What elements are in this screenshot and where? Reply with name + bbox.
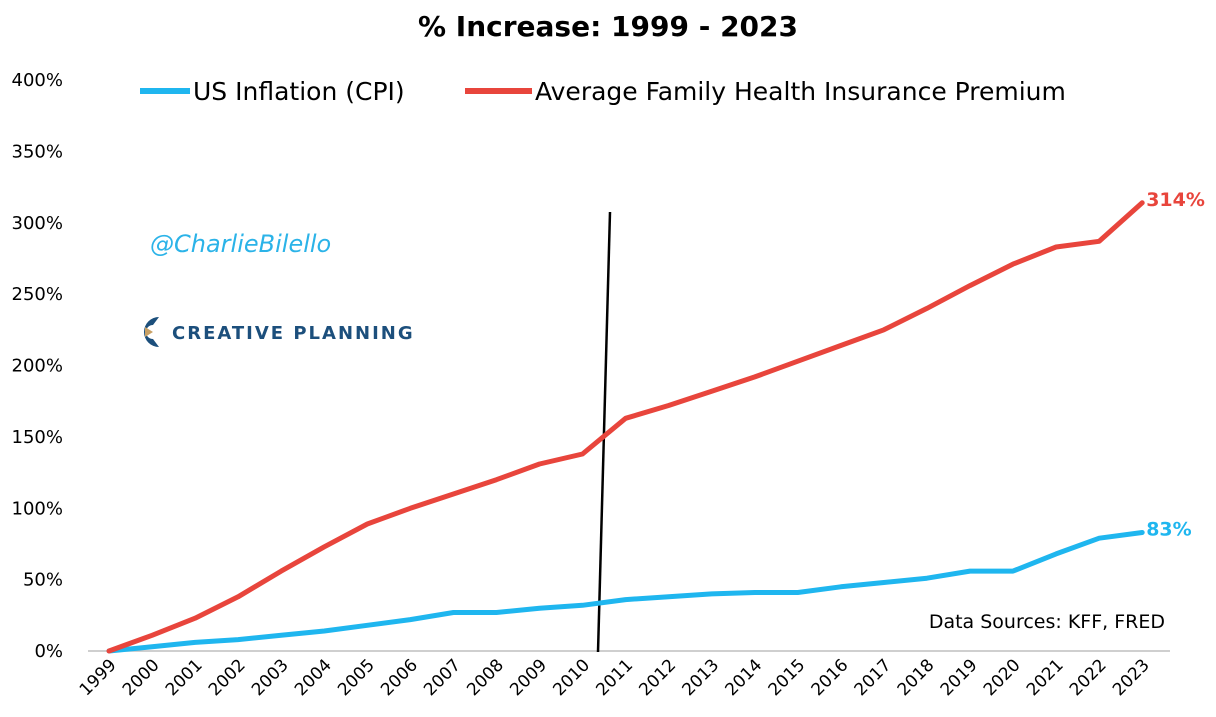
x-tick-label: 2013	[679, 655, 724, 700]
y-tick-label: 100%	[12, 498, 63, 519]
x-tick-label: 2015	[765, 655, 810, 700]
y-tick-label: 400%	[12, 70, 63, 91]
x-tick-label: 2018	[894, 655, 939, 700]
x-tick-label: 2005	[334, 655, 379, 700]
series-line-premium	[106, 200, 1145, 654]
legend-label-cpi: US Inflation (CPI)	[193, 77, 405, 106]
end-label-premium: 314%	[1146, 189, 1205, 211]
series-layer: 83% 314%	[106, 189, 1205, 654]
x-tick-label: 2010	[549, 655, 594, 700]
x-tick-label: 2001	[162, 655, 207, 700]
creative-planning-icon	[144, 317, 159, 347]
x-tick-label: 2007	[420, 655, 465, 700]
x-tick-label: 2003	[248, 655, 293, 700]
x-tick-label: 2017	[851, 655, 896, 700]
creative-planning-logo: CREATIVE PLANNING	[144, 317, 415, 347]
y-tick-label: 300%	[12, 213, 63, 234]
x-tick-label: 2022	[1066, 655, 1111, 700]
x-tick-label: 2008	[463, 655, 508, 700]
data-source-note: Data Sources: KFF, FRED	[929, 611, 1165, 633]
x-tick-label: 2019	[937, 655, 982, 700]
brand-name: CREATIVE PLANNING	[172, 323, 415, 344]
x-tick-label: 2023	[1109, 655, 1154, 700]
y-axis: 0% 50% 100% 150% 200% 250% 300% 350% 400%	[12, 70, 63, 662]
watermark-text: @CharlieBilello	[150, 230, 331, 258]
legend-label-premium: Average Family Health Insurance Premium	[535, 77, 1066, 106]
chart-title: % Increase: 1999 - 2023	[418, 10, 798, 43]
x-tick-label: 2004	[291, 655, 336, 700]
x-tick-label: 2021	[1023, 655, 1068, 700]
x-tick-label: 2020	[980, 655, 1025, 700]
x-tick-label: 2014	[722, 655, 767, 700]
x-axis: 1999200020012002200320042005200620072008…	[76, 655, 1154, 700]
x-tick-label: 2000	[119, 655, 164, 700]
x-tick-label: 2011	[592, 655, 637, 700]
x-tick-label: 2006	[377, 655, 422, 700]
y-tick-label: 350%	[12, 141, 63, 162]
y-tick-label: 200%	[12, 356, 63, 377]
x-tick-label: 2002	[205, 655, 250, 700]
series-line-cpi	[106, 530, 1145, 654]
x-tick-label: 2012	[635, 655, 680, 700]
y-tick-label: 150%	[12, 427, 63, 448]
y-tick-label: 250%	[12, 284, 63, 305]
y-tick-label: 0%	[34, 641, 63, 662]
x-tick-label: 1999	[76, 655, 121, 700]
end-label-cpi: 83%	[1146, 519, 1191, 541]
y-tick-label: 50%	[23, 570, 63, 591]
annotation-vertical-line	[596, 211, 612, 653]
x-tick-label: 2009	[506, 655, 551, 700]
x-tick-label: 2016	[808, 655, 853, 700]
legend: US Inflation (CPI) Average Family Health…	[140, 77, 1066, 106]
